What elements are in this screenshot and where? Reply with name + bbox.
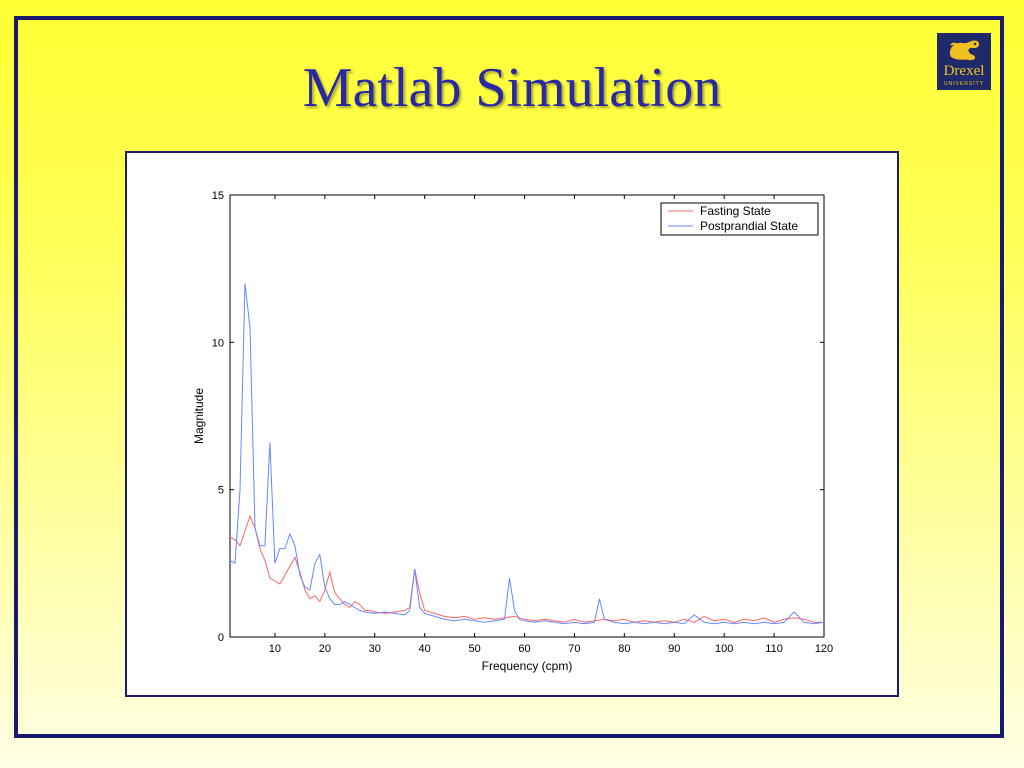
x-tick-label: 80 xyxy=(618,643,630,655)
x-tick-label: 90 xyxy=(668,643,680,655)
x-axis-label: Frequency (cpm) xyxy=(482,659,573,673)
x-tick-label: 100 xyxy=(715,643,733,655)
y-tick-label: 10 xyxy=(212,337,224,349)
x-tick-label: 50 xyxy=(468,643,480,655)
series-line-fasting xyxy=(229,514,824,623)
chart-series xyxy=(229,283,825,625)
y-axis-label: Magnitude xyxy=(192,388,206,444)
x-tick-label: 10 xyxy=(269,643,281,655)
legend-box xyxy=(660,202,819,236)
slide-title: Matlab Simulation xyxy=(302,57,722,119)
x-tick-label: 60 xyxy=(518,643,530,655)
plot-area xyxy=(229,194,825,638)
legend-label-fasting: Fasting State xyxy=(700,204,771,218)
y-tick-label: 15 xyxy=(212,190,224,202)
legend: Fasting State Postprandial State xyxy=(660,202,819,236)
y-tick-label: 0 xyxy=(218,632,224,644)
spectrum-chart: 10 20 30 40 50 60 70 80 90 100 110 120 0 5 10 15 Freque… xyxy=(192,190,833,673)
x-tick-label: 40 xyxy=(419,643,431,655)
chart-panel: 10 20 30 40 50 60 70 80 90 100 110 120 0 5 10 15 Freque… xyxy=(125,151,899,697)
logo-wordmark: Drexel xyxy=(943,63,985,79)
axis-ticks: 10 20 30 40 50 60 70 80 90 100 110 120 0 5 10 15 xyxy=(212,190,833,655)
legend-label-postprandial: Postprandial State xyxy=(700,219,798,233)
slide-frame xyxy=(14,16,1004,738)
x-tick-label: 30 xyxy=(369,643,381,655)
drexel-logo: Drexel UNIVERSITY xyxy=(937,33,991,90)
dragon-icon xyxy=(949,40,980,61)
logo-subtitle: UNIVERSITY xyxy=(943,81,984,87)
y-tick-label: 5 xyxy=(218,485,224,497)
series-line-postprandial xyxy=(229,283,825,625)
x-tick-label: 20 xyxy=(319,643,331,655)
x-tick-label: 70 xyxy=(568,643,580,655)
x-tick-label: 110 xyxy=(765,643,783,655)
x-tick-label: 120 xyxy=(815,643,833,655)
